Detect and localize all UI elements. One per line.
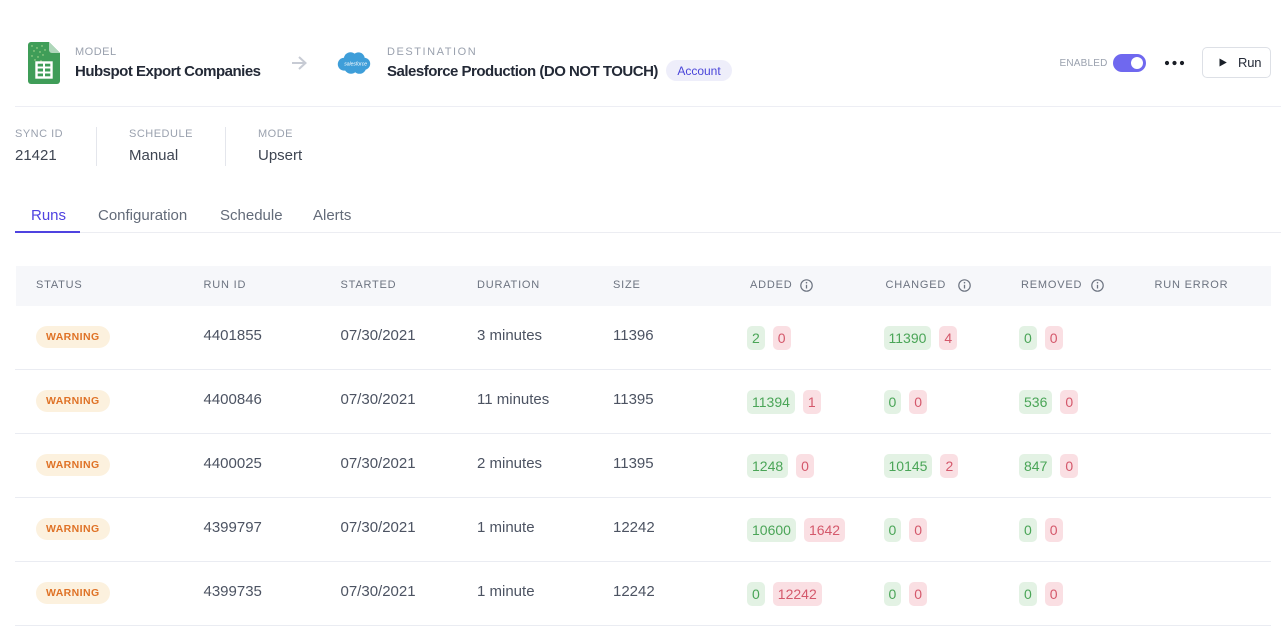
svg-text:salesforce: salesforce xyxy=(344,61,367,67)
